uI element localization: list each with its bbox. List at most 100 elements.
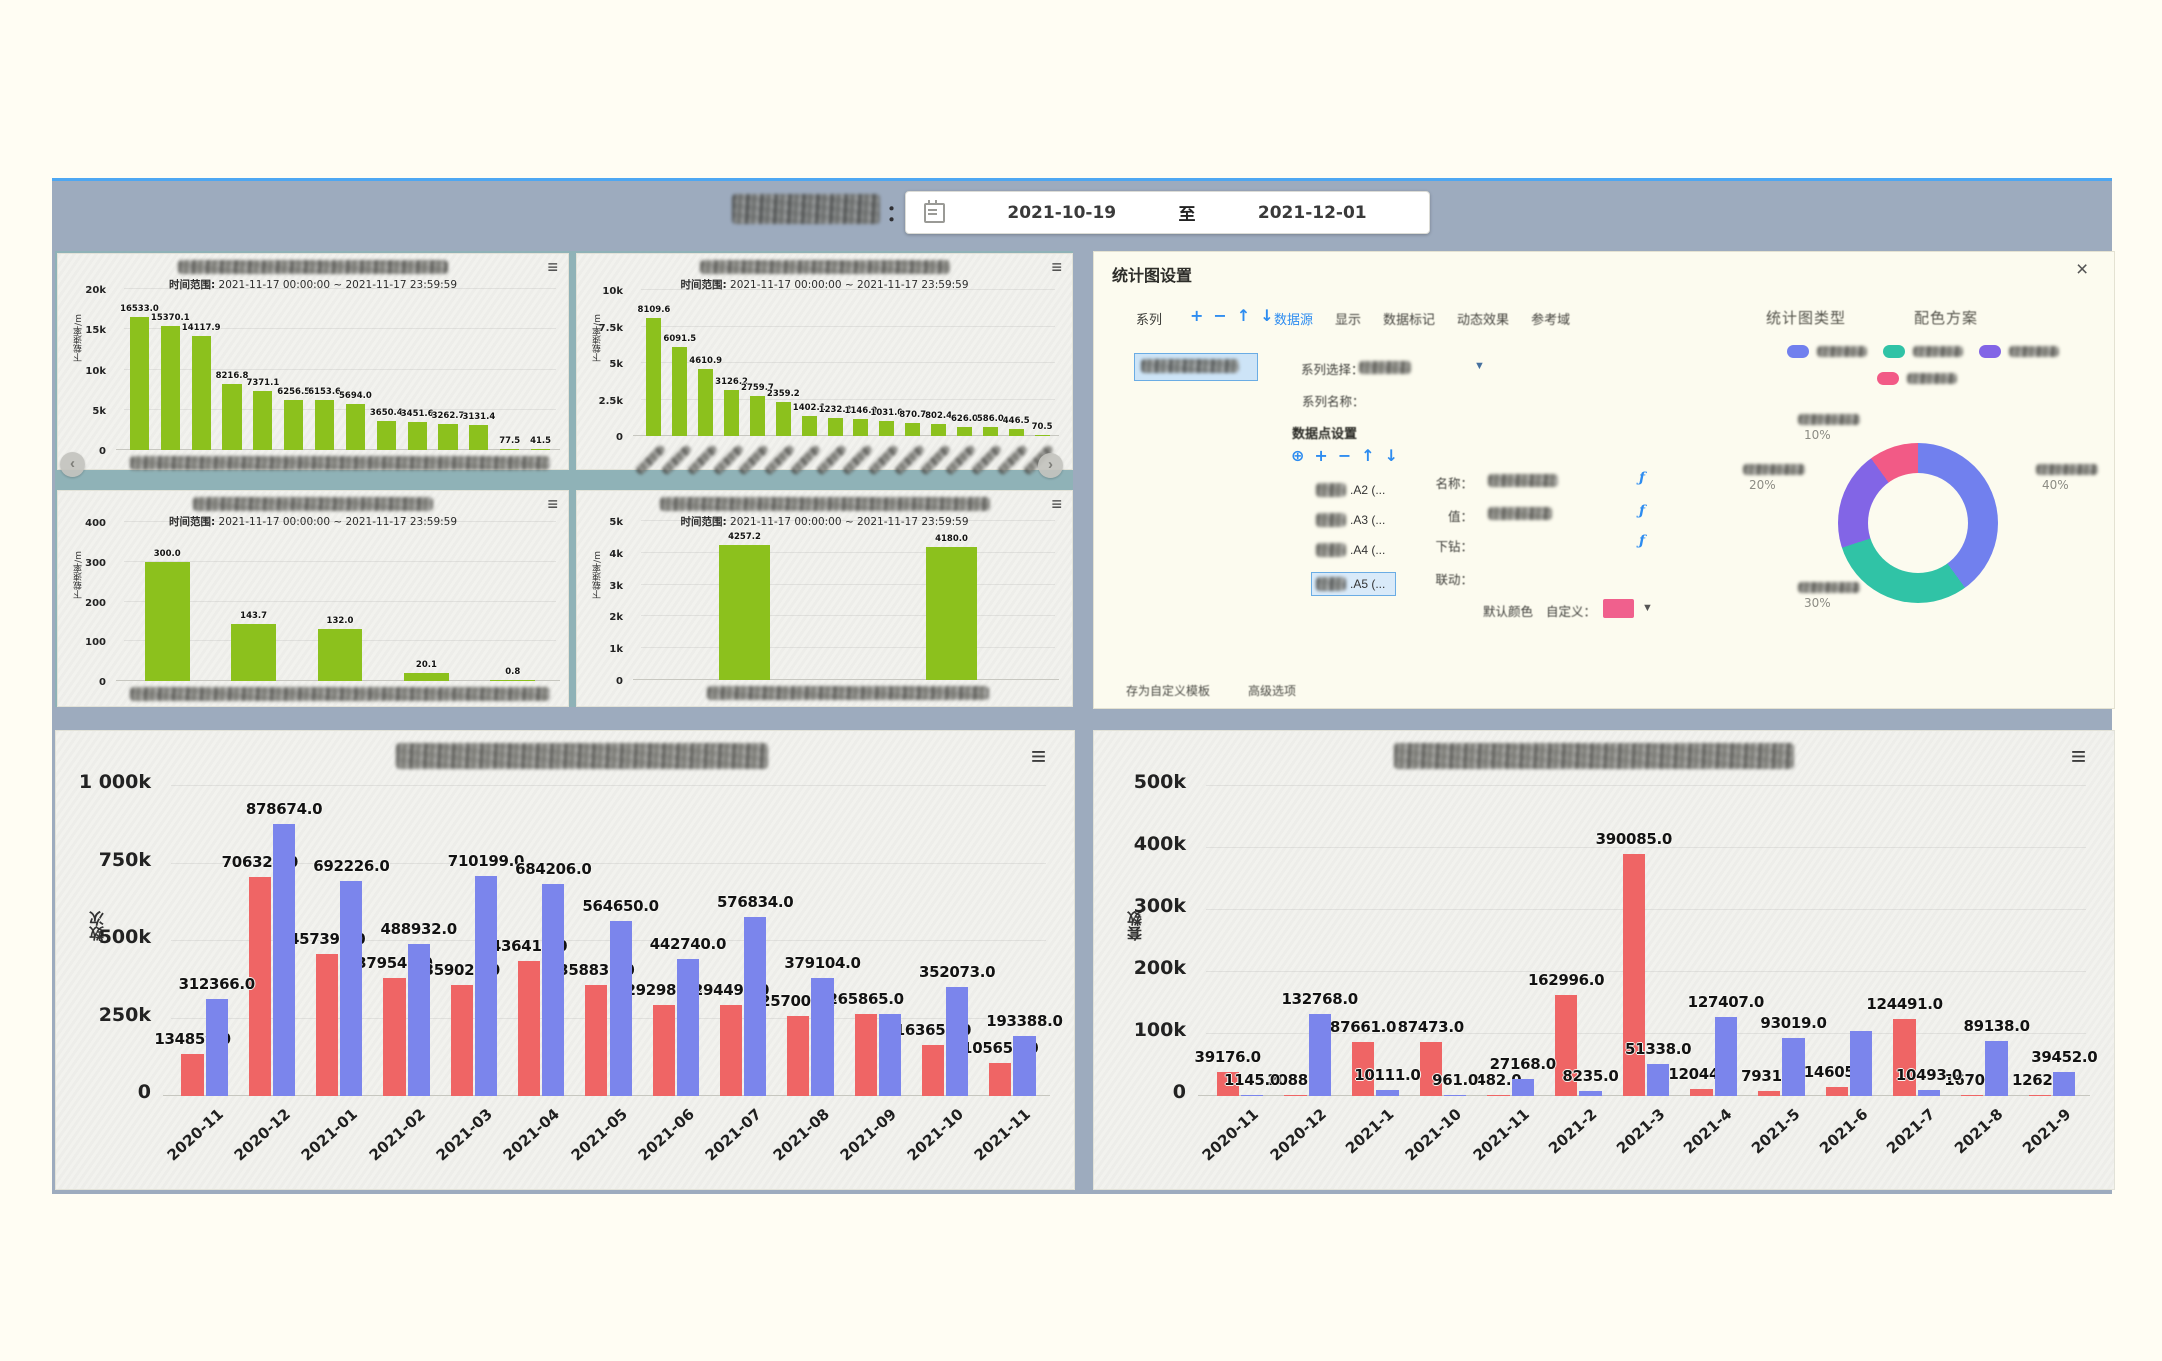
bar-value-label: 15370.1 — [150, 313, 190, 324]
series-toolbar-icon[interactable]: ↓ — [1260, 306, 1274, 325]
x-axis — [641, 682, 1055, 700]
small-bar-chart-2: 时间范围: 2021-11-17 00:00:00 ~ 2021-11-17 2… — [576, 253, 1073, 476]
redacted-chart-title — [1394, 743, 1794, 769]
bar-value-label: 10493.0 — [1895, 1065, 1963, 1084]
datapoint-item[interactable]: .A3 (... — [1316, 512, 1396, 528]
bar — [585, 984, 608, 1096]
bar-value-label: 1146.0 — [844, 406, 878, 417]
series-toolbar-icon[interactable]: − — [1213, 306, 1227, 325]
y-axis: 0 5k 10k 15k 20k — [58, 285, 114, 457]
gridline — [124, 288, 556, 289]
y-tick-label: 300 — [85, 557, 106, 569]
redacted-series-select-value — [1359, 361, 1411, 374]
datapoint-toolbar-icon[interactable]: ⊕ — [1291, 446, 1305, 465]
legend-item[interactable] — [1877, 372, 1957, 385]
bar-value-label: 39176.0 — [1194, 1047, 1262, 1066]
bar — [272, 823, 296, 1096]
legend-item[interactable] — [1883, 345, 1963, 358]
fx-icon[interactable]: ƒ — [1639, 503, 1646, 519]
series-select-dropdown-icon[interactable]: ▼ — [1474, 360, 1485, 372]
bar — [517, 960, 541, 1096]
bar — [531, 448, 551, 450]
series-toolbar-icon[interactable]: ↑ — [1236, 306, 1251, 325]
color-dropdown-icon[interactable]: ▼ — [1642, 602, 1653, 614]
bar-value-label: 300.0 — [153, 548, 181, 559]
bar — [205, 999, 228, 1096]
y-tick-label: 20k — [85, 285, 106, 296]
y-tick-label: 2k — [609, 612, 623, 624]
redacted-datapoint-prefix — [1316, 543, 1346, 557]
chart-menu-icon[interactable]: ≡ — [1051, 494, 1062, 514]
bar-value-label: 0.8 — [505, 666, 521, 677]
series-list-selected-item[interactable] — [1134, 353, 1258, 381]
bar — [191, 336, 211, 450]
settings-tab-显示[interactable]: 显示 — [1335, 312, 1362, 327]
bar — [698, 368, 714, 436]
redacted-legend-label — [1913, 346, 1963, 357]
fx-icon[interactable]: ƒ — [1639, 533, 1646, 549]
legend-item[interactable] — [1787, 345, 1867, 358]
plot-area: 300.0 143.7 132.0 20.1 0.8 — [116, 521, 560, 681]
plot-area: 16533.0 15370.1 14117.9 8216.8 7371.1 6256.5 6… — [116, 288, 560, 450]
bar — [316, 954, 339, 1096]
fx-icon[interactable]: ƒ — [1639, 470, 1646, 486]
bar-value-label: 626.0 — [950, 413, 978, 424]
chart-menu-icon[interactable]: ≡ — [1051, 257, 1062, 277]
gridline — [171, 940, 1046, 941]
datapoint-item[interactable]: .A4 (... — [1316, 542, 1396, 558]
chart-menu-icon[interactable]: ≡ — [1030, 741, 1046, 771]
chart-menu-icon[interactable]: ≡ — [2070, 741, 2086, 771]
bar-value-label: 4610.9 — [689, 355, 723, 366]
date-end-value[interactable]: 2021-12-01 — [1257, 202, 1367, 223]
bar-value-label: 162996.0 — [1527, 970, 1605, 989]
datapoint-item[interactable]: .A5 (... — [1311, 572, 1397, 596]
carousel-prev-button[interactable]: ‹ — [60, 452, 85, 477]
preview-legend-row-2 — [1877, 372, 1957, 385]
chart-time-range: 时间范围: 2021-11-17 00:00:00 ~ 2021-11-17 2… — [168, 279, 458, 291]
datapoint-item[interactable]: .A2 (... — [1316, 482, 1396, 498]
legend-item[interactable] — [1979, 345, 2059, 358]
datapoint-toolbar-icon[interactable]: − — [1337, 446, 1352, 465]
bar — [931, 424, 947, 436]
chart-menu-icon[interactable]: ≡ — [547, 494, 558, 514]
series-toolbar-icon[interactable]: + — [1190, 306, 1204, 325]
date-range-picker[interactable]: 2021-10-19 至 2021-12-01 — [905, 191, 1430, 234]
bar — [1487, 1094, 1510, 1096]
bar-value-label: 7371.1 — [246, 377, 280, 388]
footer-link[interactable]: 高级选项 — [1248, 684, 1297, 698]
chart-menu-icon[interactable]: ≡ — [547, 257, 558, 277]
default-color-swatch[interactable] — [1603, 599, 1634, 618]
big-bar-chart-right: ≡ 套数 0 100k 200k 300k 400k 500k 39176.0 2088.0… — [1093, 730, 2115, 1190]
settings-tab-数据标记[interactable]: 数据标记 — [1383, 312, 1436, 327]
datapoint-toolbar-icon[interactable]: ↓ — [1384, 446, 1399, 465]
bar-value-label: 5694.0 — [339, 391, 372, 402]
field-link-label: 联动： — [1435, 573, 1473, 587]
redacted-legend-label — [1907, 373, 1957, 384]
y-tick-label: 750k — [98, 848, 151, 871]
bar — [853, 419, 869, 436]
bar — [724, 390, 740, 436]
bar-value-label: 77.5 — [499, 435, 521, 446]
y-tick-label: 100 — [85, 637, 106, 649]
bar-value-label: 265865.0 — [827, 989, 904, 1008]
bar — [1893, 1018, 1916, 1096]
bar — [490, 679, 536, 681]
bar-value-label: 3451.6 — [400, 409, 434, 420]
settings-tab-参考域[interactable]: 参考域 — [1531, 312, 1571, 327]
settings-tab-动态效果[interactable]: 动态效果 — [1457, 312, 1510, 327]
date-start-value[interactable]: 2021-10-19 — [1007, 202, 1117, 223]
datapoint-toolbar-icon[interactable]: ↑ — [1361, 446, 1375, 465]
footer-link[interactable]: 存为自定义模板 — [1126, 684, 1211, 698]
y-tick-label: 300k — [1133, 895, 1186, 917]
chart-time-range: 时间范围: 2021-11-17 00:00:00 ~ 2021-11-17 2… — [680, 279, 969, 291]
settings-tab-数据源[interactable]: 数据源 — [1274, 312, 1314, 327]
carousel-next-button[interactable]: › — [1038, 453, 1063, 478]
close-icon[interactable]: × — [2076, 258, 2089, 281]
bar — [317, 628, 363, 681]
bar-value-label: 1145.0 — [1223, 1070, 1281, 1089]
x-axis: 2020-11 2020-12 2021-01 2021-02 2021-03 2021-… — [163, 1105, 1035, 1165]
redacted-value-value — [1488, 507, 1552, 520]
redacted-x-labels — [707, 686, 989, 700]
datapoint-toolbar-icon[interactable]: + — [1314, 446, 1328, 465]
